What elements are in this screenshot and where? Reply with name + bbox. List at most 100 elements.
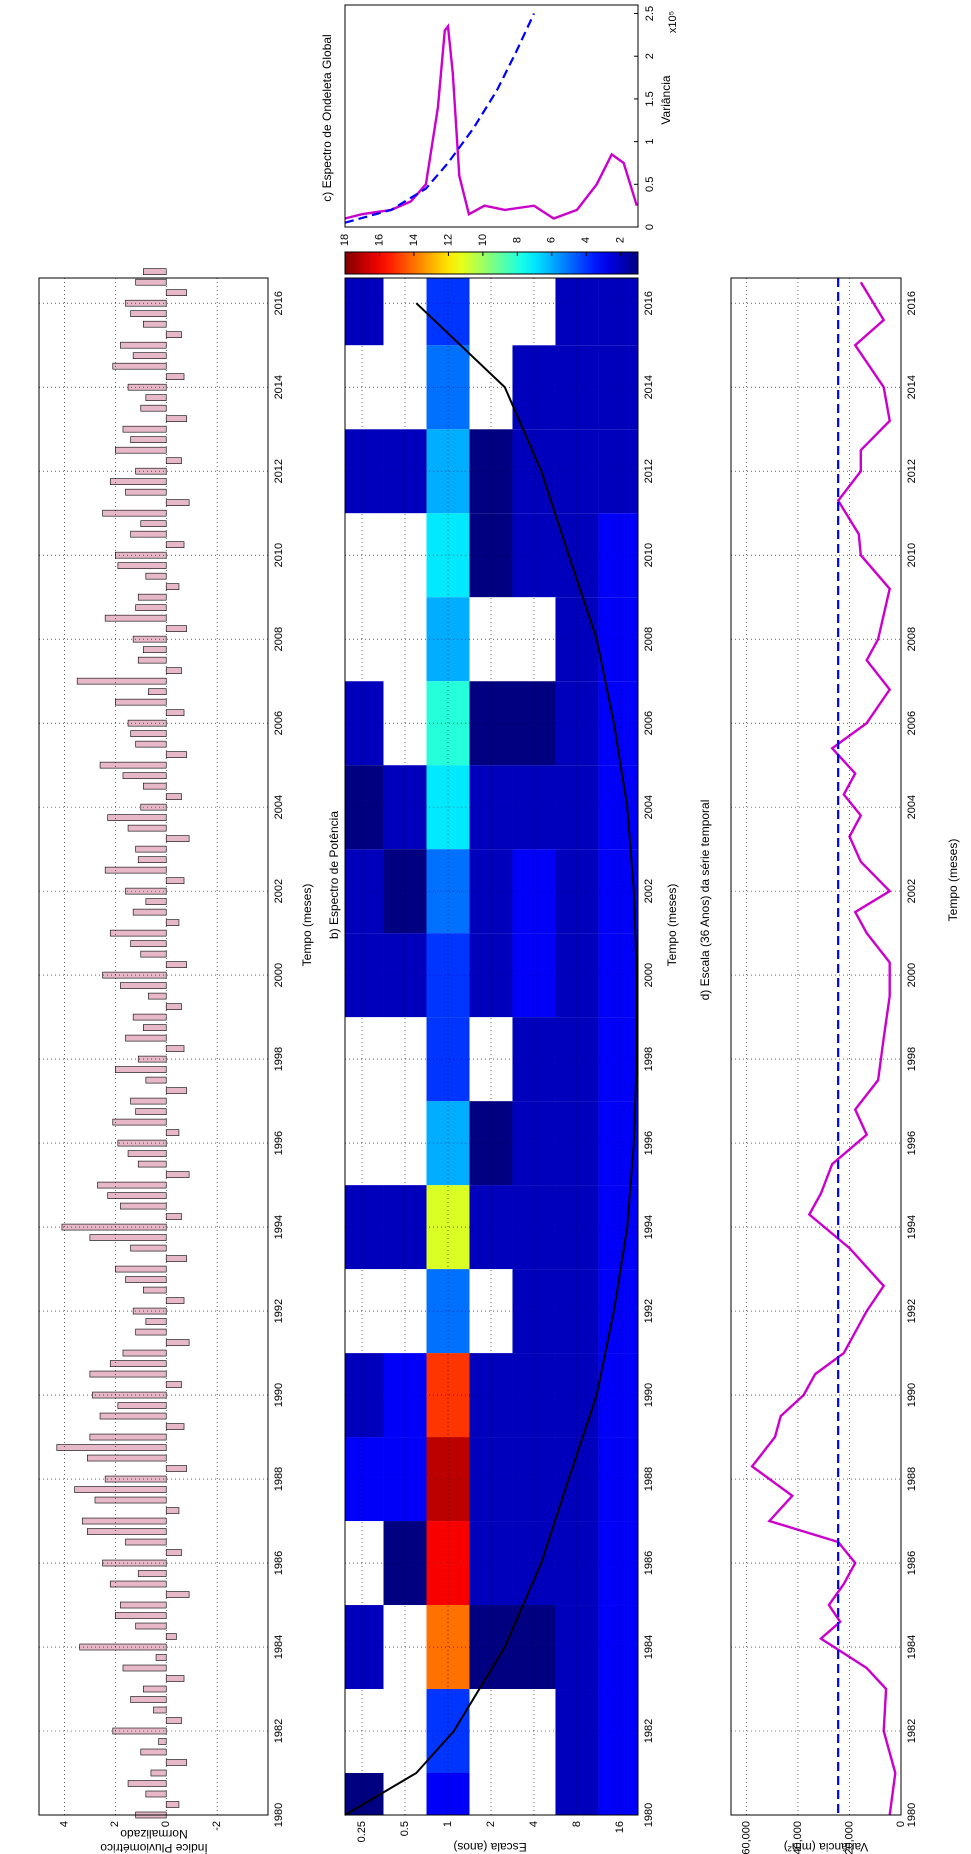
heat-cell [598,513,638,598]
bar [165,1801,180,1808]
x-tick-label: 1980 [906,1803,918,1827]
bar [102,971,167,979]
x-tick-label: 1980 [273,1803,285,1827]
heat-cell [555,1269,599,1354]
bar [148,688,167,695]
heat-cell [469,1437,513,1522]
y-tick-label: 2 [644,53,656,59]
bar [109,478,167,485]
heat-cell [598,597,638,682]
bar [109,929,167,937]
bar [104,614,167,622]
x-tick-label: 1992 [906,1299,918,1323]
bar [125,299,167,307]
bar [165,1171,190,1178]
bar [165,331,182,338]
colorbar-tick-label: 14 [408,234,420,246]
bar [165,1381,182,1388]
heat-cell [469,933,513,1018]
x-tick-label: 1986 [273,1551,285,1575]
bar [165,499,190,506]
bar [165,1717,182,1724]
heat-cell [426,278,470,346]
x-axis-label: Tempo (meses) [946,839,960,922]
bar [137,856,167,863]
bar [135,845,167,853]
x-tick-label: 1990 [643,1383,655,1407]
heat-cell [598,1185,638,1270]
bar [112,1118,167,1126]
x-tick-label: 1998 [273,1047,285,1071]
bar [130,530,167,538]
bar [89,1433,167,1441]
x-tick-label: 2002 [643,879,655,903]
x-tick-label: 1996 [643,1131,655,1155]
y-tick-label: 4 [528,1821,540,1827]
bar [165,583,180,590]
x-tick-label: 1982 [643,1719,655,1743]
bar [165,1087,187,1094]
heat-cell [469,1269,513,1354]
bar [137,1055,167,1063]
plot-frame [38,277,269,1816]
bar [81,1517,167,1525]
heat-cell [469,278,513,346]
bar [165,919,180,926]
colorbar-tick-label: 10 [477,234,489,246]
bar [99,761,167,769]
bar [132,352,167,359]
x-tick-label: 2006 [643,711,655,735]
x-tick-label: 2006 [906,711,918,735]
bar [94,1496,167,1504]
heat-cell [598,1773,638,1815]
bar [145,1318,167,1325]
bar [165,877,185,884]
bar [74,1486,167,1493]
heat-cell [469,597,513,682]
x-tick-label: 2004 [273,795,285,819]
heat-cell [598,1521,638,1606]
bar [143,1286,167,1294]
heat-cell [598,933,638,1018]
heat-cell [426,429,470,514]
plot-frame [344,277,639,1816]
bar [165,835,190,842]
heat-cell [426,345,470,430]
bar [165,289,187,296]
x-tick-label: 1980 [643,1803,655,1827]
y-tick-label: 20,000 [843,1821,855,1854]
heat-cell [426,1185,470,1270]
cone-of-influence [344,302,638,1816]
x-tick-label: 1988 [643,1467,655,1491]
bar [165,1213,182,1220]
heat-cell [598,278,638,346]
bar [148,992,167,1000]
bar [87,1528,167,1535]
bar [115,1265,167,1273]
bar [165,1759,187,1766]
x-tick-label: 2008 [643,627,655,651]
heat-cell [426,1101,470,1186]
bar [127,1780,167,1787]
bar [115,698,167,706]
bar [127,1150,167,1157]
bar [125,1538,167,1546]
bar [117,562,167,569]
y-tick-label: -2 [211,1821,223,1831]
heat-cell [469,1185,513,1270]
x-tick-label: 2014 [273,375,285,399]
bar [135,604,167,611]
x-tick-label: 2002 [273,879,285,903]
y-axis-label: Índice Pluviométrico [100,1841,208,1854]
x-tick-label: 1988 [273,1467,285,1491]
bar [132,1013,167,1021]
heat-cell [469,1689,513,1774]
y-tick-label: 40,000 [792,1821,804,1854]
bar [165,1591,190,1598]
bar [112,362,167,370]
y-tick-label: 16 [614,1821,626,1833]
bar [145,898,167,905]
bar [165,541,185,548]
y-tick-label: 4 [58,1821,70,1827]
bar [122,1664,167,1672]
